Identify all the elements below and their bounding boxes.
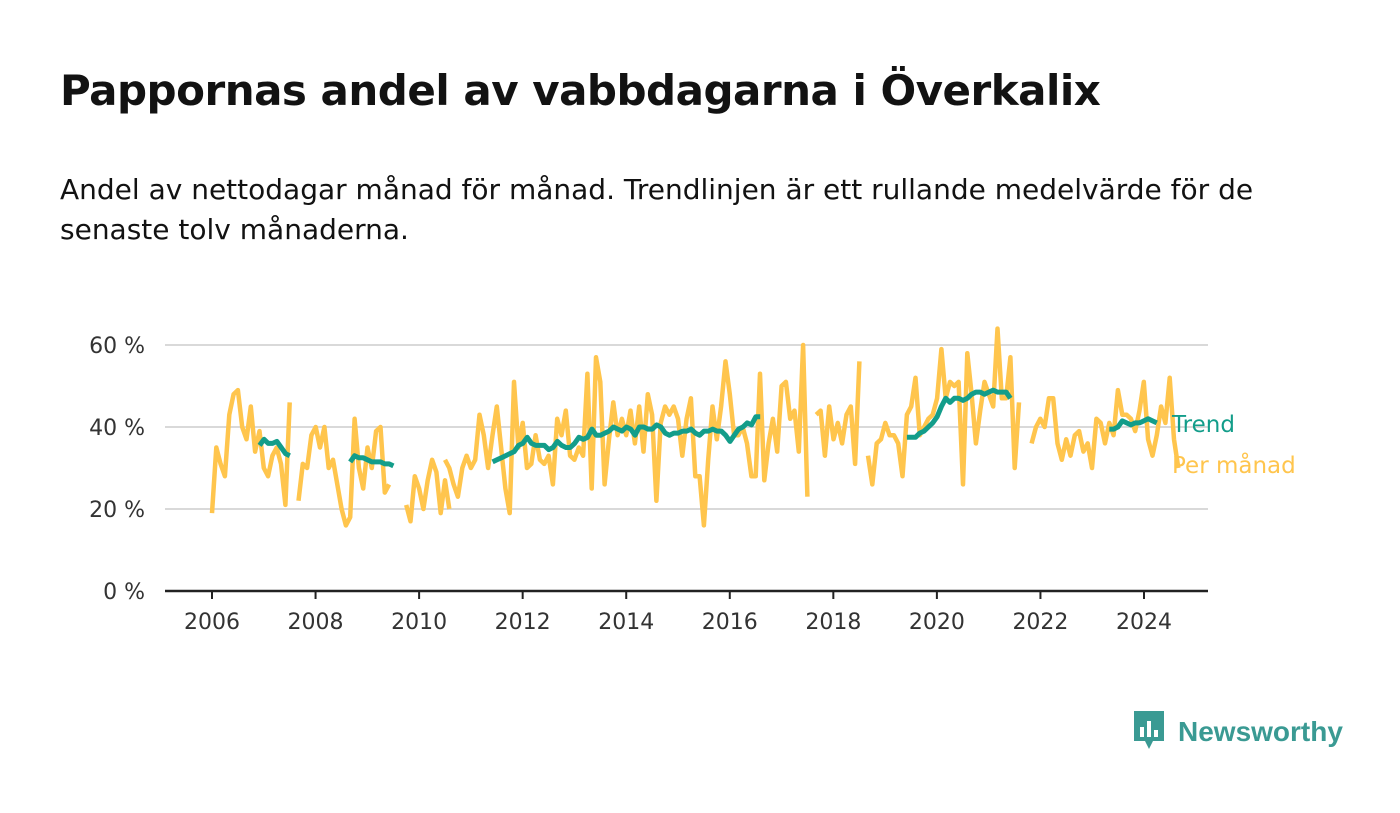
series-line-segment xyxy=(865,326,1022,487)
chart-title: Pappornas andel av vabbdagarna i Överkal… xyxy=(60,66,1101,115)
series-label: Trend xyxy=(1171,412,1235,438)
x-axis: 2006 2008 2010 2012 2014 2016 2018 2020 2022 2024 xyxy=(165,589,1208,635)
series-trend xyxy=(257,387,1158,469)
series-labels: Trend Per månad xyxy=(1171,412,1296,479)
series-line-segment xyxy=(257,436,291,458)
x-tick-label: 2014 xyxy=(598,610,654,635)
y-tick-label: 20 % xyxy=(89,498,145,523)
x-tick-label: 2024 xyxy=(1116,610,1172,635)
series-line-segment xyxy=(296,416,392,528)
series-lines xyxy=(209,326,1181,528)
x-tick-label: 2018 xyxy=(805,610,861,635)
x-tick-label: 2008 xyxy=(288,610,344,635)
x-tick-label: 2022 xyxy=(1012,610,1068,635)
x-tick-label: 2010 xyxy=(391,610,447,635)
newsworthy-logo-icon xyxy=(1132,709,1166,755)
x-tick-label: 2006 xyxy=(184,610,240,635)
series-per-manad xyxy=(209,326,1181,528)
series-line-segment xyxy=(209,387,292,514)
y-tick-label: 40 % xyxy=(89,416,145,441)
chart-subtitle: Andel av nettodagar månad för månad. Tre… xyxy=(60,173,1254,246)
y-axis-ticks: 0 % 20 % 40 % 60 % xyxy=(89,334,145,605)
series-line-segment xyxy=(443,342,810,528)
series-line-segment xyxy=(1029,375,1181,471)
x-tick-label: 2020 xyxy=(909,610,965,635)
y-tick-label: 0 % xyxy=(103,580,145,605)
brand-name: Newsworthy xyxy=(1178,716,1343,747)
y-tick-label: 60 % xyxy=(89,334,145,359)
x-tick-label: 2012 xyxy=(495,610,551,635)
series-line-segment xyxy=(404,457,452,524)
series-label: Per månad xyxy=(1172,451,1296,479)
x-tick-label: 2016 xyxy=(702,610,758,635)
series-line-segment xyxy=(1109,416,1158,432)
series-line-segment xyxy=(491,414,761,465)
newsworthy-brand: Newsworthy xyxy=(1132,710,1343,754)
series-line-segment xyxy=(814,361,862,467)
series-line-segment xyxy=(906,387,1013,440)
series-line-segment xyxy=(348,453,395,469)
